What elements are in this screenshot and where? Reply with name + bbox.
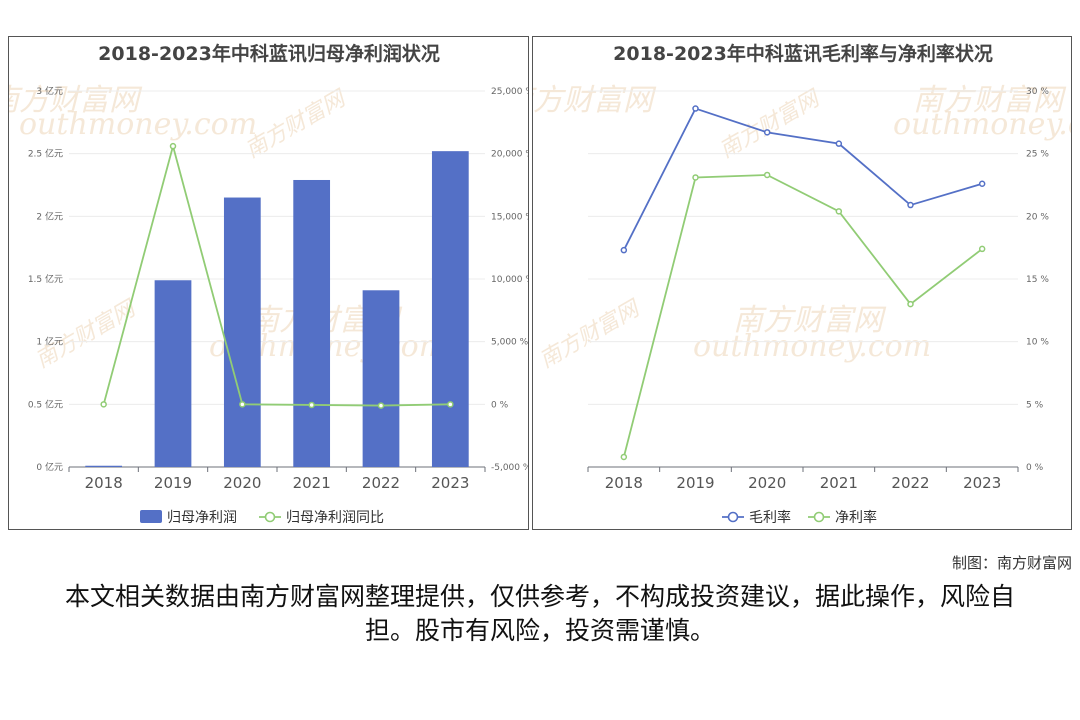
legend-swatch-bar <box>140 510 162 523</box>
series-0-point-2019 <box>692 105 699 112</box>
x-tick-label: 2018 <box>85 474 123 492</box>
yoy-line <box>102 142 451 407</box>
legend-marker-gross <box>727 511 739 523</box>
bar-2023 <box>431 151 469 467</box>
bar-2021 <box>293 179 331 467</box>
series-1-point-2023 <box>978 245 986 253</box>
y-right-tick-label: 20,000 % <box>491 150 529 160</box>
chart-title: 2018-2023年中科蓝讯毛利率与净利率状况 <box>613 42 993 65</box>
y-right-tick-label: 10,000 % <box>491 275 529 285</box>
series-line-1 <box>622 174 983 458</box>
yoy-point-2018 <box>100 401 107 408</box>
series-0-point-2023 <box>978 180 986 187</box>
series-1-point-2019 <box>692 174 699 181</box>
legend-swatch-marker <box>264 511 276 523</box>
bar-2022 <box>362 290 400 467</box>
left-chart-panel: 南方财富网 outhmoney.com 南方财富网 南方财富网 outhmone… <box>8 36 529 530</box>
y-tick-label: 25 % <box>1026 150 1049 160</box>
y-left-tick-label: 3 亿元 <box>36 85 63 97</box>
yoy-point-2021 <box>308 401 315 409</box>
yoy-point-2019 <box>169 142 177 150</box>
yoy-point-2020 <box>239 401 246 408</box>
x-tick-label: 2020 <box>748 474 786 492</box>
x-tick-label: 2023 <box>963 474 1001 492</box>
legend-label-bar: 归母净利润 <box>167 509 237 526</box>
series-0-point-2018 <box>620 246 628 254</box>
y-tick-label: 5 % <box>1026 400 1044 410</box>
bar-2020 <box>223 197 261 468</box>
yoy-point-2023 <box>447 401 454 408</box>
y-left-tick-label: 2.5 亿元 <box>28 148 63 160</box>
legend-label-gross: 毛利率 <box>749 509 791 526</box>
y-right-tick-label: 0 % <box>491 400 509 410</box>
y-left-tick-label: 0 亿元 <box>36 461 63 473</box>
series-0-point-2021 <box>835 140 843 147</box>
series-1-point-2020 <box>763 171 771 179</box>
y-right-tick-label: 25,000 % <box>491 87 529 97</box>
series-0-point-2020 <box>763 129 771 136</box>
y-right-tick-label: 5,000 % <box>491 338 529 348</box>
y-tick-label: 30 % <box>1026 87 1049 97</box>
series-1-point-2021 <box>835 208 843 215</box>
x-tick-label: 2023 <box>431 474 469 492</box>
x-tick-label: 2021 <box>293 474 331 492</box>
right-chart-panel: 南方财富网 南方财富网 南方财富网 outhmoney.com 南方财富网 ou… <box>532 36 1072 530</box>
legend-label-line: 归母净利润同比 <box>286 509 384 526</box>
series-1-point-2018 <box>620 453 628 461</box>
y-tick-label: 20 % <box>1026 212 1049 222</box>
y-tick-label: 0 % <box>1026 463 1044 473</box>
legend-label-net: 净利率 <box>835 509 877 526</box>
legend-marker-net <box>813 511 825 523</box>
yoy-point-2022 <box>377 402 385 409</box>
y-right-tick-label: 15,000 % <box>491 212 529 222</box>
right-chart: 2018-2023年中科蓝讯毛利率与净利率状况 0 % 5 % 10 % 15 % 20 … <box>587 42 1049 526</box>
x-tick-label: 2022 <box>362 474 400 492</box>
series-line-0 <box>623 107 983 251</box>
x-tick-label: 2022 <box>891 474 929 492</box>
x-tick-label: 2019 <box>154 474 192 492</box>
x-tick-label: 2021 <box>820 474 858 492</box>
y-left-tick-label: 2 亿元 <box>36 210 63 222</box>
y-tick-label: 10 % <box>1026 338 1049 348</box>
disclaimer-text: 本文相关数据由南方财富网整理提供，仅供参考，不构成投资建议，据此操作，风险自担。… <box>64 582 1015 645</box>
series-1-point-2022 <box>907 300 914 308</box>
x-tick-label: 2020 <box>223 474 261 492</box>
y-tick-label: 15 % <box>1026 275 1049 285</box>
x-tick-label: 2018 <box>605 474 643 492</box>
y-left-tick-label: 1 亿元 <box>36 336 63 348</box>
left-chart: 2018-2023年中科蓝讯归母净利润状况 0 亿元 0.5 亿元 1 亿元 1.5 亿… <box>28 42 529 526</box>
chart-title: 2018-2023年中科蓝讯归母净利润状况 <box>98 42 440 65</box>
series-0-point-2022 <box>907 201 914 209</box>
y-right-tick-label: -5,000 % <box>491 463 529 473</box>
y-left-tick-label: 1.5 亿元 <box>28 273 63 285</box>
bar-2019 <box>154 280 192 467</box>
x-tick-label: 2019 <box>676 474 714 492</box>
source-credit: 制图：南方财富网 <box>951 554 1072 572</box>
y-left-tick-label: 0.5 亿元 <box>28 398 63 410</box>
bar-2018 <box>85 465 123 467</box>
